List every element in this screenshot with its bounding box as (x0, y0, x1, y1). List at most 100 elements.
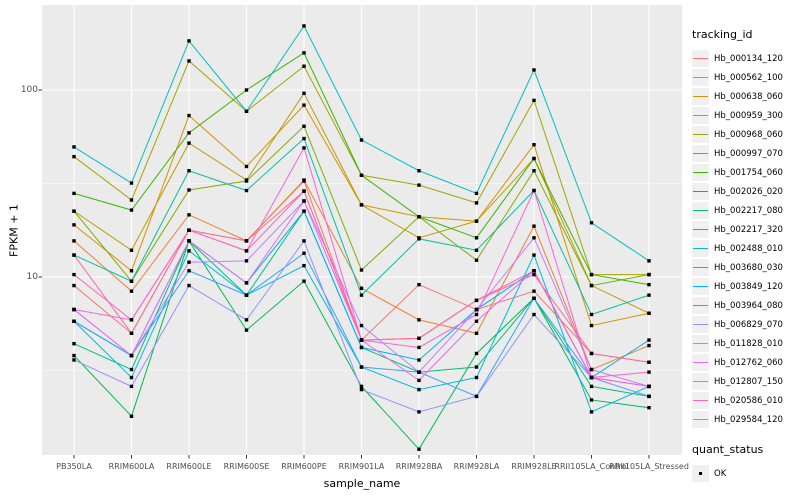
x-tick-label-RRIM928LE: RRIM928LE (511, 462, 557, 471)
legend-key-swatch (692, 373, 709, 390)
data-point (417, 237, 421, 241)
data-point (187, 283, 191, 288)
legend-title-tracking-id: tracking_id (692, 28, 753, 41)
data-point (359, 138, 364, 142)
data-point (647, 360, 651, 364)
data-point (532, 269, 536, 273)
legend-key-swatch (692, 392, 709, 409)
data-point (302, 24, 306, 28)
ok-marker-key (692, 465, 709, 482)
legend-item-label: Hb_000562_100 (714, 72, 783, 83)
legend-item-label: Hb_002488_010 (714, 243, 783, 254)
data-point (474, 219, 479, 223)
data-point (589, 312, 594, 317)
data-point (647, 259, 651, 263)
data-point (244, 164, 249, 169)
data-point (72, 239, 76, 243)
data-point (72, 341, 76, 346)
data-point (129, 269, 134, 273)
data-point (187, 59, 191, 63)
x-tick-label-RRIM901LA: RRIM901LA (338, 462, 385, 471)
data-point (129, 208, 134, 212)
line-swatch-icon (693, 362, 708, 363)
data-point (187, 188, 191, 192)
data-point (417, 370, 421, 374)
data-point (589, 410, 594, 414)
legend-key-swatch (692, 354, 709, 371)
data-point (129, 384, 134, 389)
line-swatch-icon (693, 153, 708, 154)
data-point (532, 296, 536, 300)
legend-item-label: Hb_002217_080 (714, 205, 783, 216)
legend-item-label: Hb_001754_060 (714, 167, 783, 178)
data-point (302, 209, 306, 213)
data-point (417, 378, 421, 383)
line-swatch-icon (693, 115, 708, 116)
legend-item-Hb_000562_100: Hb_000562_100 (692, 68, 798, 87)
data-point (244, 88, 249, 92)
data-point (359, 338, 364, 342)
legend-item-Hb_002217_080: Hb_002217_080 (692, 201, 798, 220)
data-point (359, 286, 364, 291)
data-point (417, 183, 421, 187)
data-point (129, 198, 134, 202)
data-point (244, 188, 249, 193)
data-point (187, 39, 191, 43)
legend: tracking_id Hb_000134_120 Hb_000562_100 Hb… (692, 28, 798, 483)
data-point (129, 248, 134, 252)
legend-key-swatch (692, 183, 709, 200)
legend-key-swatch (692, 221, 709, 238)
data-point (129, 181, 134, 185)
data-point (359, 384, 364, 389)
data-point (532, 169, 536, 173)
data-point (302, 136, 306, 141)
data-point (359, 203, 364, 207)
data-point (72, 191, 76, 196)
legend-item-Hb_029584_120: Hb_029584_120 (692, 410, 798, 429)
data-point (302, 279, 306, 283)
data-point (589, 323, 594, 328)
data-point (302, 103, 306, 107)
data-point (474, 351, 479, 356)
data-point (532, 68, 536, 72)
data-point (474, 319, 479, 323)
data-point (302, 263, 306, 268)
data-point (244, 109, 249, 113)
line-swatch-icon (693, 191, 708, 192)
legend-item-label: Hb_020586_010 (714, 395, 783, 406)
data-point (589, 375, 594, 380)
data-point (359, 323, 364, 328)
data-point (417, 447, 421, 451)
line-swatch-icon (693, 210, 708, 211)
data-point (244, 281, 249, 285)
data-point (72, 283, 76, 288)
data-point (244, 249, 249, 253)
data-point (532, 156, 536, 161)
legend-item-label: Hb_000959_300 (714, 110, 783, 121)
legend-item-label: Hb_000638_060 (714, 91, 783, 102)
data-point (474, 248, 479, 252)
line-swatch-icon (693, 419, 708, 420)
legend-key-swatch (692, 69, 709, 86)
line-swatch-icon (693, 229, 708, 230)
x-axis-title: sample_name (323, 477, 401, 490)
legend-item-label: Hb_000997_070 (714, 148, 783, 159)
data-point (474, 365, 479, 369)
data-point (532, 289, 536, 293)
line-swatch-icon (693, 96, 708, 97)
legend-item-Hb_012807_150: Hb_012807_150 (692, 372, 798, 391)
data-point (474, 191, 479, 196)
x-tick-label-RRIM600LA: RRIM600LA (108, 462, 155, 471)
data-point (302, 199, 306, 203)
data-point (589, 398, 594, 402)
plot-panel (38, 5, 682, 459)
legend-key-swatch (692, 88, 709, 105)
legend-item-Hb_003964_080: Hb_003964_080 (692, 296, 798, 315)
x-tick-label-RRIM928BA: RRIM928BA (395, 462, 443, 471)
data-point (129, 375, 134, 380)
legend-key-swatch (692, 278, 709, 295)
legend-item-label: Hb_003964_080 (714, 300, 783, 311)
legend-item-Hb_000959_300: Hb_000959_300 (692, 106, 798, 125)
data-point (647, 293, 651, 297)
quant-status-legend: quant_status OK (692, 443, 798, 483)
